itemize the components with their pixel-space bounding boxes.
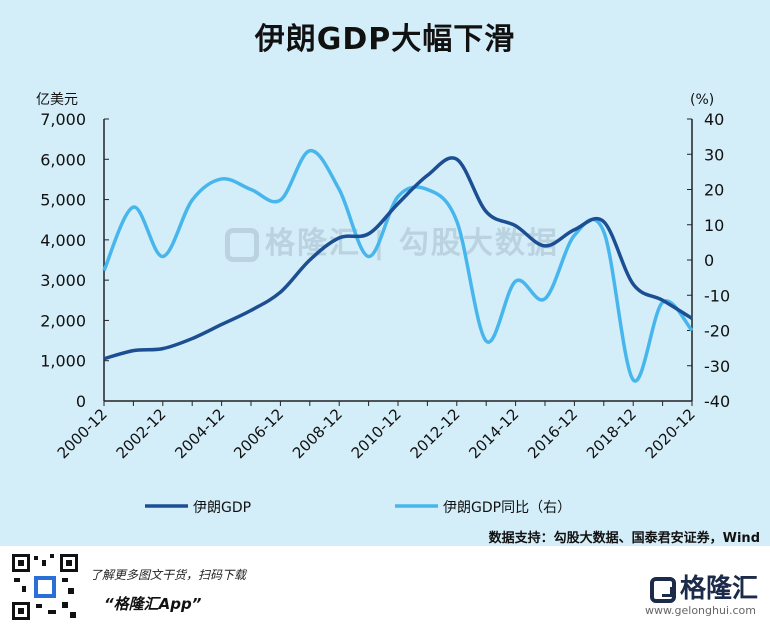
right-tick-label: -30	[704, 357, 730, 376]
promo-text: 了解更多图文干货，扫码下载	[90, 568, 247, 582]
right-tick-label: -40	[704, 392, 730, 411]
x-tick-label: 2006-12	[230, 405, 287, 462]
left-tick-label: 1,000	[40, 352, 86, 371]
x-tick-label: 2020-12	[642, 405, 699, 462]
left-tick-label: 0	[76, 392, 86, 411]
x-tick-label: 2012-12	[407, 405, 464, 462]
promo-bar	[0, 546, 770, 638]
right-tick-label: 30	[704, 145, 724, 164]
x-tick-label: 2002-12	[113, 405, 170, 462]
right-axis-unit: (%)	[690, 92, 714, 108]
left-tick-label: 6,000	[40, 150, 86, 169]
legend-label-gdp: 伊朗GDP	[193, 500, 251, 516]
chart-canvas: 0 1,000 2,000 3,000 4,000 5,000 6,000 7,000 -40 -…	[36, 92, 730, 516]
right-tick-label: -20	[704, 322, 730, 341]
right-tick-label: -10	[704, 286, 730, 305]
left-tick-label: 3,000	[40, 271, 86, 290]
brand-logo: 格隆汇	[649, 568, 758, 605]
right-tick-label: 20	[704, 181, 724, 200]
right-tick-label: 0	[704, 251, 714, 270]
left-tick-label: 4,000	[40, 231, 86, 250]
watermark-logo-icon	[225, 227, 259, 262]
x-tick-label: 2010-12	[348, 405, 405, 462]
left-tick-label: 5,000	[40, 191, 86, 210]
right-tick-label: 10	[704, 216, 724, 235]
x-tick-label: 2000-12	[54, 405, 111, 462]
promo-app-name: “格隆汇App”	[104, 595, 202, 613]
x-tick-label: 2016-12	[524, 405, 581, 462]
legend-label-yoy: 伊朗GDP同比（右）	[443, 500, 571, 516]
right-tick-label: 40	[704, 110, 724, 129]
brand-url: www.gelonghui.com	[645, 604, 756, 617]
x-tick-label: 2018-12	[583, 405, 640, 462]
x-tick-label: 2008-12	[289, 405, 346, 462]
gelonghui-logo-icon	[649, 576, 676, 603]
chart-title: 伊朗GDP大幅下滑	[254, 22, 516, 57]
left-tick-label: 2,000	[40, 311, 86, 330]
data-source: 数据支持：勾股大数据、国泰君安证券，Wind	[488, 531, 760, 546]
x-tick-label: 2014-12	[465, 405, 522, 462]
brand-name: 格隆汇	[679, 574, 758, 604]
x-tick-label: 2004-12	[171, 405, 228, 462]
left-tick-label: 7,000	[40, 110, 86, 129]
series-line-gdp	[103, 156, 693, 361]
qr-code-icon	[10, 552, 80, 622]
series-line-yoy	[102, 148, 694, 383]
left-axis-unit: 亿美元	[36, 92, 78, 108]
